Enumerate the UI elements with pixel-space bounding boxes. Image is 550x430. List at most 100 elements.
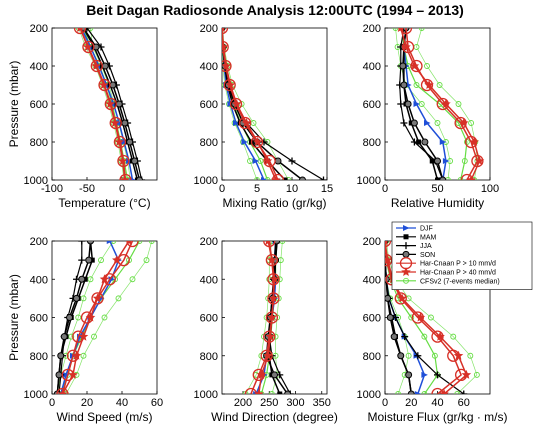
series-point-cfs	[421, 333, 428, 340]
series-point-hc40	[415, 312, 426, 322]
series-point-hc40	[469, 137, 479, 146]
y-axis-label: Pressure (mbar)	[7, 274, 21, 361]
series-point-son	[73, 294, 80, 302]
series-point-hc40	[397, 28, 404, 32]
cfs-event-point	[68, 333, 75, 340]
legend-label: MAM	[420, 234, 437, 241]
cfs-event-point	[424, 63, 430, 69]
series-point-hc10	[271, 173, 285, 180]
legend-entry: Har-Cnaan P > 40 mm/d	[396, 267, 496, 277]
legend-entry: DJF	[396, 225, 433, 233]
series-point-son	[399, 62, 407, 70]
cfs-event-point	[418, 28, 425, 31]
series-point-hc40	[222, 42, 229, 51]
y-tick-label: 1000	[357, 175, 381, 187]
series-point-hc40	[401, 42, 411, 51]
y-tick-label: 200	[363, 236, 381, 248]
series-point-son	[405, 371, 413, 379]
series-point-son	[404, 100, 412, 108]
series-point-djf	[63, 371, 70, 378]
plot-area	[242, 241, 294, 394]
series-point-jja	[410, 138, 418, 146]
y-tick-label: 400	[363, 61, 381, 73]
series-point-hc40	[256, 369, 267, 379]
x-tick-label: 5	[254, 183, 260, 195]
y-tick-label: 800	[363, 351, 381, 363]
legend-label: CFSv2 (7-events median)	[420, 278, 500, 285]
x-tick-label: 10	[286, 183, 298, 195]
series-point-hc40	[262, 156, 273, 165]
series-point-hc40	[267, 255, 277, 265]
series-point-mam	[282, 177, 288, 180]
series-point-son	[85, 256, 93, 264]
cfs-event-point	[115, 295, 122, 302]
series-point-hc40	[439, 389, 449, 394]
series-point-cfs	[457, 177, 464, 180]
series-point-hc40	[271, 175, 281, 180]
plot-area	[392, 28, 485, 180]
series-point-hc40	[71, 350, 82, 360]
cfs-event-line	[385, 241, 478, 394]
series-point-jja	[78, 256, 86, 264]
series-point-hc40	[114, 137, 124, 146]
legend-label: SON	[420, 252, 435, 259]
series-point-son	[109, 81, 117, 89]
series-point-hc40	[112, 255, 122, 265]
plot-area	[73, 28, 146, 180]
series-point-son	[284, 390, 292, 394]
cfs-event-point	[395, 391, 402, 394]
y-tick-label: 600	[30, 99, 48, 111]
cfs-event-point	[279, 241, 286, 244]
x-tick-label: 0	[219, 183, 225, 195]
x-tick-label: 0	[119, 183, 125, 195]
legend-label: Har-Cnaan P > 40 mm/d	[420, 270, 496, 277]
series-point-son	[434, 157, 441, 165]
x-tick-label: 20	[81, 397, 93, 409]
series-point-son	[421, 138, 429, 146]
series-point-hc40	[231, 99, 242, 108]
y-tick-label: 1000	[24, 175, 48, 187]
series-point-mam	[435, 177, 440, 180]
series-point-jja	[397, 100, 405, 108]
series-point-djf	[424, 120, 431, 126]
y-tick-label: 400	[200, 61, 218, 73]
legend-entry: MAM	[396, 234, 437, 241]
cfs-event-point	[473, 371, 480, 378]
series-point-hc40	[77, 28, 83, 32]
series-point-hc40	[461, 369, 472, 379]
series-point-hc40	[459, 118, 469, 127]
cfs-event-point	[445, 177, 451, 180]
cfs-event-point	[405, 352, 412, 359]
y-tick-label: 800	[200, 351, 218, 363]
series-point-cfs	[258, 391, 265, 394]
legend-entry: CFSv2 (7-events median)	[396, 277, 500, 285]
legend-label: Har-Cnaan P > 10 mm/d	[420, 261, 496, 268]
cfs-event-point	[101, 314, 108, 321]
y-axis-label: Pressure (mbar)	[7, 61, 21, 148]
x-axis-label: Relative Humidity	[391, 196, 484, 210]
series-point-jja	[288, 157, 296, 165]
cfs-event-point	[87, 28, 94, 31]
series-point-son	[397, 352, 405, 360]
series-point-hc10	[250, 135, 264, 149]
series-point-hc40	[385, 255, 393, 265]
plot-area	[53, 241, 155, 394]
series-point-hc10	[91, 292, 104, 305]
y-tick-label: 200	[30, 236, 48, 248]
x-tick-label: 60	[151, 397, 163, 409]
series-point-son	[386, 314, 394, 321]
cfs-event-point	[98, 257, 104, 264]
series-point-son	[271, 371, 278, 379]
series-point-hc10	[56, 387, 69, 394]
y-tick-label: 400	[30, 274, 48, 286]
plot-area	[385, 241, 480, 394]
cfs-event-point	[467, 352, 474, 359]
legend-swatch-marker	[403, 277, 409, 284]
series-point-son	[78, 275, 86, 283]
series-point-cfs	[461, 158, 468, 164]
series-point-son	[410, 119, 418, 127]
cfs-event-line	[56, 241, 114, 394]
x-tick-label: 250	[260, 397, 278, 409]
x-tick-label: -50	[79, 183, 95, 195]
